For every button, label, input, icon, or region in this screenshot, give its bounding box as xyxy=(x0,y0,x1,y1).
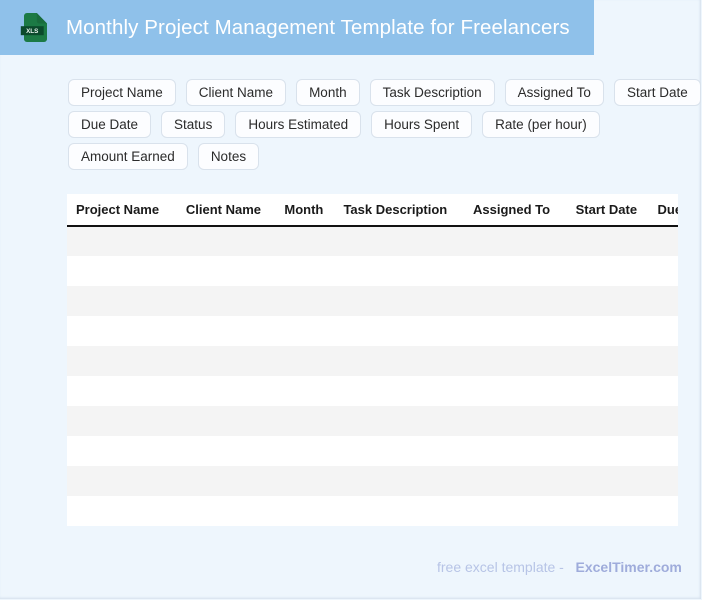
svg-text:XLS: XLS xyxy=(26,28,38,35)
